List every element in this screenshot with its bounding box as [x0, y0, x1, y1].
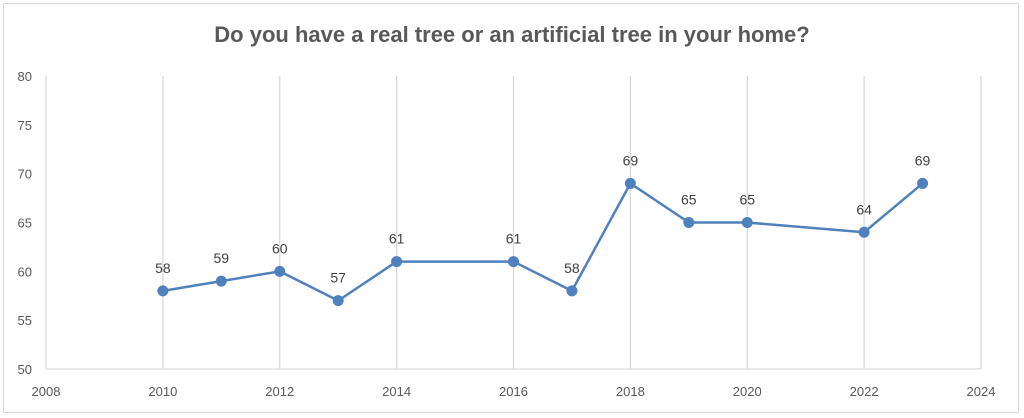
data-label: 58 [564, 260, 580, 276]
x-tick-label: 2010 [148, 384, 177, 399]
data-label: 58 [155, 260, 171, 276]
x-tick-label: 2008 [32, 384, 61, 399]
y-tick-label: 50 [18, 362, 32, 377]
data-label: 59 [214, 250, 230, 266]
x-tick-label: 2012 [265, 384, 294, 399]
x-tick-label: 2024 [967, 384, 996, 399]
y-tick-label: 70 [18, 167, 32, 182]
data-point [157, 285, 169, 297]
x-tick-label: 2020 [733, 384, 762, 399]
x-tick-label: 2018 [616, 384, 645, 399]
data-point [274, 265, 286, 277]
data-point [391, 256, 403, 268]
y-tick-label: 65 [18, 216, 32, 231]
data-label: 69 [915, 152, 931, 168]
data-point [683, 217, 695, 228]
x-tick-label: 2022 [850, 384, 879, 399]
data-label: 61 [506, 231, 522, 247]
data-point [332, 295, 344, 307]
data-point [624, 177, 636, 189]
chart-title: Do you have a real tree or an artificial… [214, 22, 810, 47]
data-point [741, 217, 753, 228]
data-label: 65 [681, 192, 697, 208]
y-tick-label: 60 [18, 264, 32, 279]
data-label: 57 [330, 270, 346, 286]
data-label: 64 [856, 201, 872, 217]
x-tick-label: 2014 [382, 384, 411, 399]
data-point [508, 256, 519, 268]
data-point [858, 226, 870, 238]
data-label: 69 [623, 152, 639, 168]
y-tick-label: 80 [18, 69, 32, 84]
chart-frame [3, 3, 1019, 413]
data-label: 65 [739, 192, 755, 208]
data-point [917, 177, 929, 189]
data-label: 61 [389, 231, 405, 247]
y-tick-label: 55 [18, 313, 32, 328]
series-line [162, 182, 924, 302]
x-tick-label: 2016 [499, 384, 528, 399]
data-point [566, 285, 578, 297]
y-tick-label: 75 [18, 118, 32, 133]
data-label: 60 [272, 240, 288, 256]
data-point [215, 275, 227, 287]
